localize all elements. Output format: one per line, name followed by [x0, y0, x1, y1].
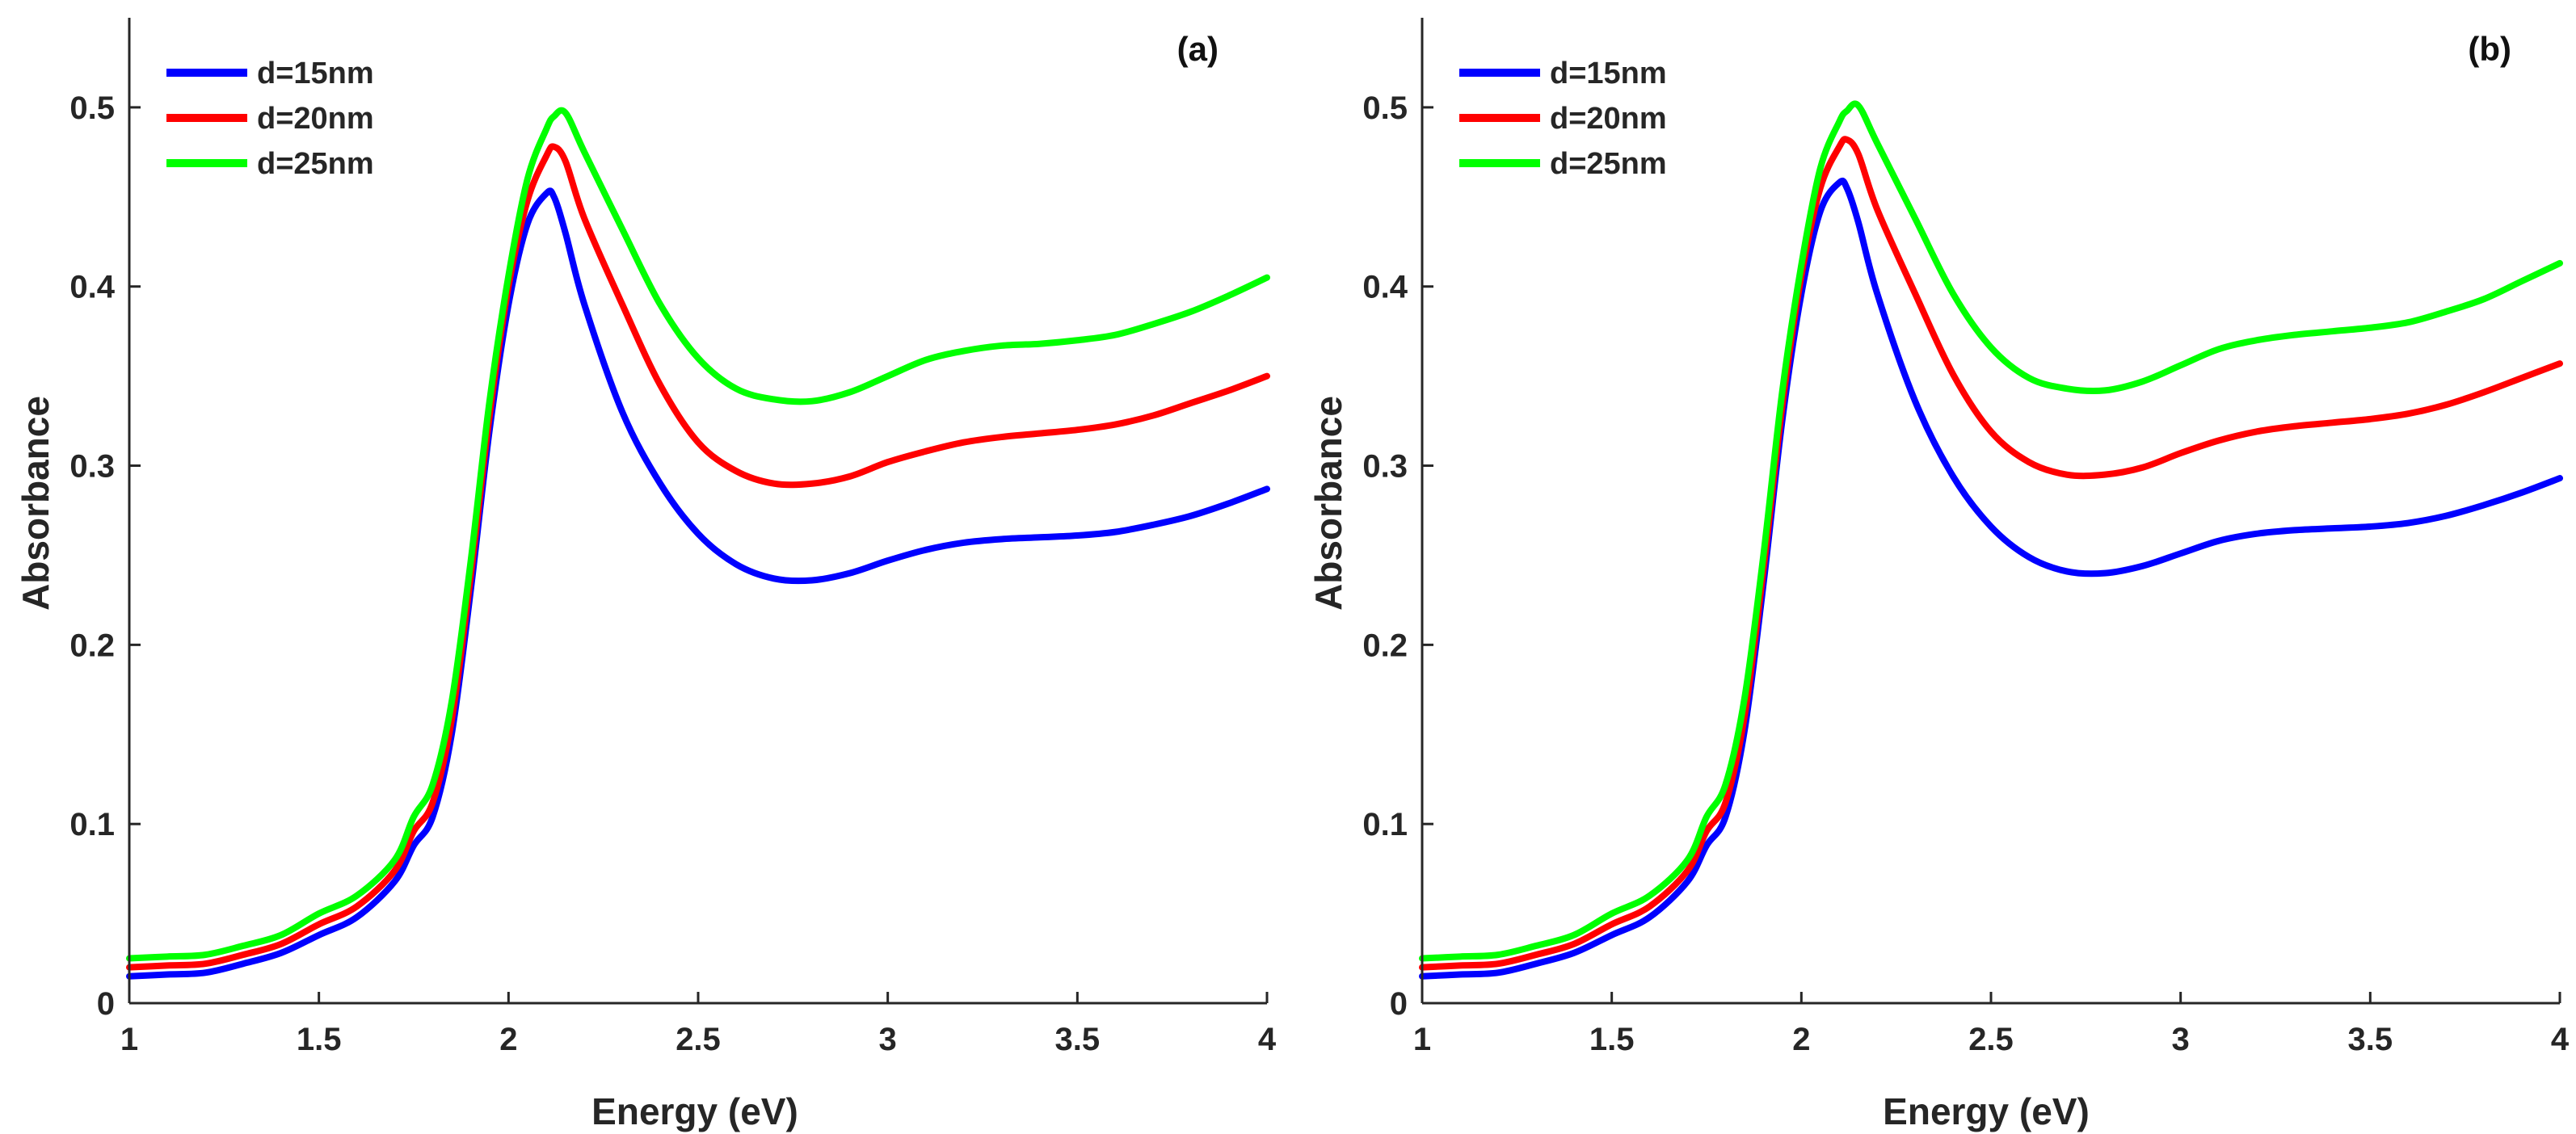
y-tick-label: 0.1: [1362, 807, 1408, 842]
x-tick-label: 3: [2172, 1022, 2190, 1057]
y-tick-label: 0.3: [69, 449, 115, 485]
chart-panel-a: 1 1.5 2 2.5 3 3.5 4 0 0.1 0.2 0.3 0.4 0.5 d=15nm d=20n…: [15, 18, 1277, 1132]
x-tick-label: 1.5: [1589, 1022, 1635, 1057]
x-tick-label: 2.5: [1968, 1022, 2014, 1057]
y-tick-label: 0.2: [69, 628, 115, 663]
x-tick-label: 1: [1413, 1022, 1431, 1057]
y-axis-label: Absorbance: [15, 396, 57, 611]
y-tick-label: 0.2: [1362, 628, 1408, 663]
series-line-d-25nm: [126, 107, 1270, 962]
x-tick-label: 4: [1258, 1022, 1277, 1057]
y-tick-label: 0.1: [69, 807, 115, 842]
legend-label: d=20nm: [1550, 102, 1667, 136]
x-tick-label: 2.5: [676, 1022, 721, 1057]
legend-label: d=25nm: [1550, 147, 1667, 181]
x-tick-label: 1: [120, 1022, 138, 1057]
y-tick-label: 0.5: [1362, 90, 1408, 126]
x-tick-label: 1.5: [297, 1022, 342, 1057]
y-tick-label: 0.5: [69, 90, 115, 126]
series-line-d-20nm: [1419, 136, 2563, 971]
x-tick-label: 2: [1792, 1022, 1810, 1057]
y-tick-label: 0.4: [1362, 270, 1408, 305]
legend-label: d=15nm: [257, 57, 374, 90]
x-axis-label: Energy (eV): [1883, 1090, 2090, 1132]
x-tick-label: 2: [499, 1022, 517, 1057]
y-tick-label: 0.3: [1362, 449, 1408, 485]
plot-area: 1 1.5 2 2.5 3 3.5 4 0 0.1 0.2 0.3 0.4 0.5 d=15nm d=20n…: [69, 18, 1277, 1057]
panel-label: (a): [1177, 30, 1219, 68]
legend: d=15nm d=20nm d=25nm: [1459, 57, 1667, 181]
legend-label: d=25nm: [257, 147, 374, 181]
y-axis-label: Absorbance: [1307, 396, 1349, 611]
legend-label: d=15nm: [1550, 57, 1667, 90]
y-tick-label: 0: [1390, 986, 1408, 1022]
y-tick-label: 0.4: [69, 270, 115, 305]
x-tick-label: 3: [879, 1022, 897, 1057]
chart-panel-b: 1 1.5 2 2.5 3 3.5 4 0 0.1 0.2 0.3 0.4 0.5 d=15nm d=20n…: [1307, 18, 2570, 1132]
y-tick-label: 0: [97, 986, 115, 1022]
x-tick-label: 3.5: [2348, 1022, 2393, 1057]
x-tick-label: 4: [2551, 1022, 2570, 1057]
plot-area: 1 1.5 2 2.5 3 3.5 4 0 0.1 0.2 0.3 0.4 0.5 d=15nm d=20n…: [1362, 18, 2570, 1057]
series-line-d-15nm: [1419, 177, 2563, 980]
legend-label: d=20nm: [257, 102, 374, 136]
series-line-d-25nm: [1419, 100, 2563, 962]
legend: d=15nm d=20nm d=25nm: [166, 57, 374, 181]
x-tick-label: 3.5: [1055, 1022, 1101, 1057]
x-axis-label: Energy (eV): [591, 1090, 798, 1132]
series-line-d-20nm: [126, 143, 1270, 971]
series-line-d-15nm: [126, 187, 1270, 980]
panel-label: (b): [2468, 30, 2511, 68]
